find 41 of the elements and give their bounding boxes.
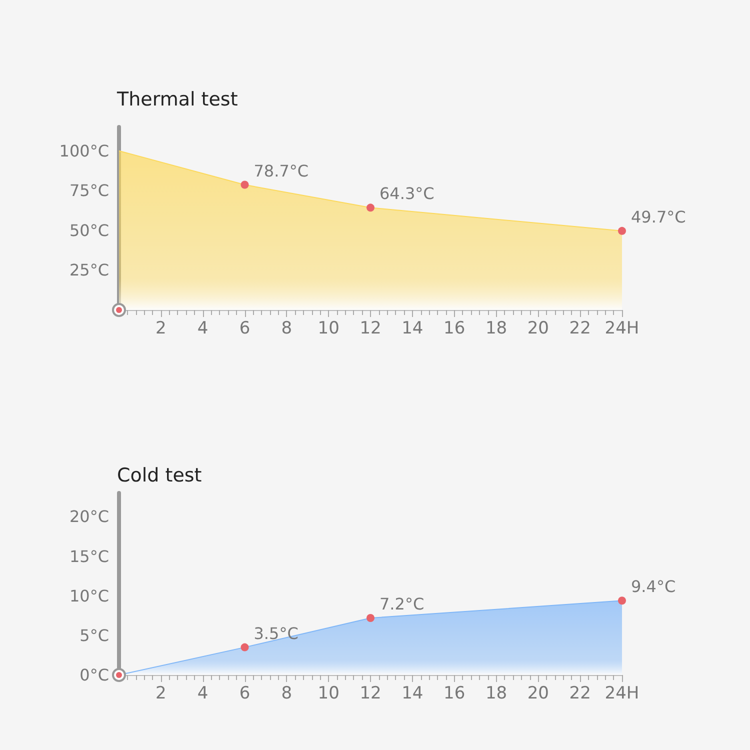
- x-tick-label: 22: [569, 684, 591, 704]
- x-tick-label: 20: [527, 684, 549, 704]
- x-tick-label: 6: [239, 684, 250, 704]
- chart-title: Thermal test: [116, 88, 238, 110]
- x-tick-label: 2: [156, 684, 166, 704]
- data-label: 9.4°C: [631, 577, 676, 596]
- y-tick-label: 5°C: [80, 626, 109, 645]
- x-tick-label: 10: [318, 318, 340, 338]
- x-tick-label: 10: [318, 684, 340, 704]
- data-label: 3.5°C: [254, 624, 298, 643]
- x-tick-label: 2: [156, 318, 166, 338]
- data-label: 64.3°C: [380, 184, 434, 204]
- x-tick-label: 12: [360, 684, 382, 704]
- data-label: 78.7°C: [254, 161, 309, 180]
- x-tick-label: 16: [444, 318, 466, 338]
- x-tick-label: 24H: [604, 684, 640, 704]
- data-label: 7.2°C: [380, 594, 424, 614]
- y-tick-label: 20°C: [69, 507, 109, 526]
- y-tick-label: 0°C: [80, 666, 109, 684]
- x-tick-label: 8: [281, 684, 292, 704]
- x-tick-label: 18: [485, 684, 508, 704]
- x-tick-label: 12: [360, 318, 382, 338]
- y-tick-label: 10°C: [69, 586, 109, 606]
- x-tick-label: 4: [197, 684, 208, 704]
- x-tick-label: 16: [444, 684, 466, 704]
- x-tick-label: 6: [239, 318, 250, 338]
- chart-title: Cold test: [117, 464, 202, 486]
- x-tick-label: 14: [402, 318, 424, 338]
- x-tick-label: 22: [569, 318, 591, 338]
- x-tick-label: 24H: [604, 318, 640, 338]
- x-tick-label: 18: [485, 318, 508, 338]
- data-label: 49.7°C: [631, 207, 686, 226]
- y-tick-label: 15°C: [69, 546, 109, 566]
- x-tick-label: 4: [197, 318, 208, 338]
- y-tick-label: 100°C: [59, 141, 109, 160]
- y-tick-label: 25°C: [69, 260, 109, 280]
- y-tick-label: 50°C: [69, 220, 109, 240]
- x-tick-label: 20: [527, 318, 549, 338]
- y-tick-label: 75°C: [69, 181, 109, 200]
- x-tick-label: 14: [402, 684, 424, 704]
- x-tick-label: 8: [281, 318, 292, 338]
